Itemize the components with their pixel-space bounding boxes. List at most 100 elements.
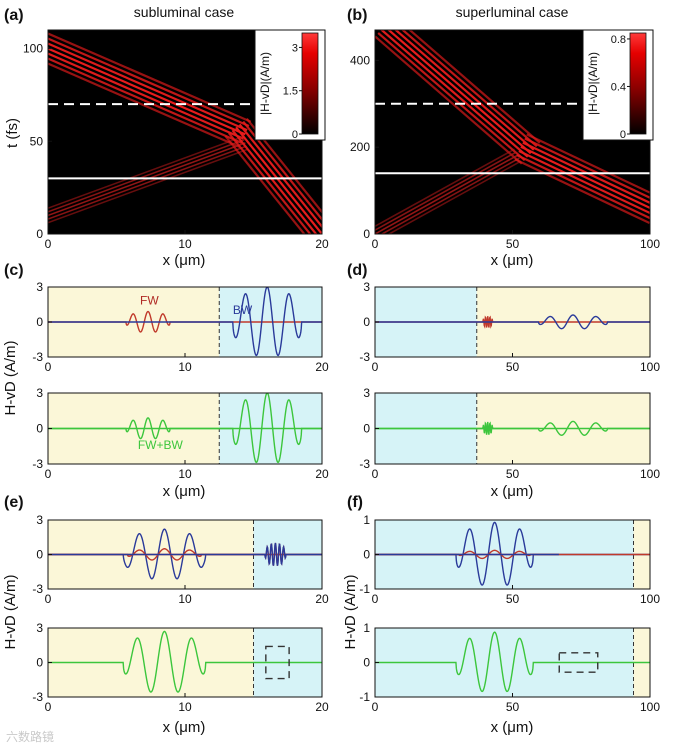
series-group (375, 420, 650, 436)
title-subluminal: subluminal case (134, 4, 235, 20)
y-tick-label-c2: 3 (36, 386, 43, 400)
beam-incident-stripe (377, 32, 526, 162)
y-tick-label-d1: -3 (359, 350, 370, 364)
series-group (375, 521, 650, 586)
ylabel-f: H-vD (A/m) (342, 575, 359, 650)
series-fw-plus-bw (375, 631, 650, 693)
y-tick-label-a: 50 (30, 134, 44, 148)
x-tick-label-a: 10 (178, 237, 192, 251)
panel-b-heatmap: 0 50 100 0 200 400 0 0.4 0.8 |H-vD|(A/m) (350, 29, 660, 251)
beam-fw-stripe (380, 157, 520, 234)
y-tick-label-e2: 0 (36, 656, 43, 670)
ylabel-a: t (fs) (4, 118, 21, 148)
panel-f-bottom: 0 50 100-101 (359, 621, 660, 714)
x-tick-label-e2: 0 (45, 700, 52, 714)
y-tick-label-f1: 0 (363, 548, 370, 562)
annotation-bw: BW (233, 303, 253, 317)
x-tick-label-c2: 10 (178, 467, 192, 481)
series-bw (375, 420, 650, 436)
panel-letter-d: (d) (347, 262, 367, 279)
beam-transmitted-stripe (514, 158, 650, 224)
y-tick-label-f2: -1 (359, 690, 370, 704)
ylabel-cd: H-vD (A/m) (2, 341, 19, 416)
x-tick-label-c2: 20 (315, 467, 329, 481)
beam-transmitted-stripe (520, 145, 650, 210)
beam-incident-bw-stripe (48, 52, 244, 140)
series-group (375, 631, 650, 693)
series-bw (48, 287, 322, 357)
y-tick-label-e1: 0 (36, 548, 43, 562)
title-superluminal: superluminal case (456, 4, 569, 20)
x-tick-label-d1: 0 (372, 360, 379, 374)
beam-transmitted-bw-stripe (231, 129, 318, 234)
x-tick-label-f2: 50 (506, 700, 520, 714)
beam-incident-bw-stripe (48, 47, 246, 136)
panel-letter-b: (b) (347, 7, 367, 24)
beam-incident-stripe (394, 30, 535, 151)
beam-transmitted-stripe (524, 137, 650, 199)
series-fw-plus-bw (48, 630, 322, 693)
y-tick-label-c1: 0 (36, 315, 43, 329)
beam-fw-stripe (48, 148, 249, 224)
x-tick-label-f2: 0 (372, 700, 379, 714)
colorbar-tick-label: 0.8 (611, 34, 626, 46)
series-bw (48, 542, 322, 566)
x-tick-label-d2: 50 (506, 467, 520, 481)
beam-fw-stripe (48, 135, 244, 210)
colorbar-tick-label: 0.4 (611, 81, 626, 93)
dashed-zoom-box (265, 645, 290, 680)
beam-transmitted-stripe (516, 154, 650, 220)
x-tick-label-f1: 50 (506, 592, 520, 606)
xlabel-cd-left: x (μm) (163, 483, 206, 500)
colorbar-label: |H-vD|(A/m) (258, 52, 272, 115)
y-tick-label-f1: -1 (359, 582, 370, 596)
panel-letter-f: (f) (347, 494, 363, 511)
panel-d-bottom: 0 50 100-303 (359, 386, 660, 481)
colorbar-tick-label: 0 (620, 129, 626, 141)
x-tick-label-c1: 0 (45, 360, 52, 374)
y-tick-label-c2: -3 (32, 457, 43, 471)
beam-fw-stripe (375, 151, 517, 232)
beam-transmitted-stripe (522, 141, 650, 205)
y-tick-label-a: 0 (36, 227, 43, 241)
beam-incident-stripe (375, 35, 523, 165)
y-tick-label-d1: 0 (363, 315, 370, 329)
series-group (48, 528, 322, 580)
y-tick-label-c2: 0 (36, 422, 43, 436)
x-tick-label-b: 0 (372, 237, 379, 251)
beam-incident-stripe (408, 30, 541, 144)
x-tick-label-e1: 0 (45, 592, 52, 606)
y-tick-label-a: 100 (23, 42, 43, 56)
xlabel-ef-left: x (μm) (163, 719, 206, 736)
colorbar-label: |H-vD|(A/m) (586, 52, 600, 115)
y-tick-label-d2: 3 (363, 386, 370, 400)
x-tick-label-e1: 20 (315, 592, 329, 606)
y-tick-label-f2: 0 (363, 656, 370, 670)
annotation-fw-plus-bw: FW+BW (138, 438, 184, 452)
y-tick-label-b: 400 (350, 53, 370, 67)
x-tick-label-b: 50 (506, 237, 520, 251)
y-tick-label-c1: 3 (36, 280, 43, 294)
series-bw (48, 393, 322, 464)
x-tick-label-a: 0 (45, 237, 52, 251)
beam-incident-stripe (387, 30, 532, 155)
y-tick-label-d1: 3 (363, 280, 370, 294)
x-tick-label-d2: 100 (640, 467, 660, 481)
beam-fw-stripe (387, 160, 522, 234)
y-tick-label-e1: 3 (36, 513, 43, 527)
beam-incident-bw-stripe (48, 32, 252, 123)
x-tick-label-d2: 0 (372, 467, 379, 481)
ylabel-ef: H-vD (A/m) (2, 575, 19, 650)
y-tick-label-e1: -3 (32, 582, 43, 596)
x-tick-label-f1: 0 (372, 592, 379, 606)
x-tick-label-c1: 20 (315, 360, 329, 374)
x-tick-label-f2: 100 (640, 700, 660, 714)
beam-fw-stripe (375, 154, 519, 234)
beam-fw-stripe (375, 148, 515, 228)
beam-group (48, 32, 322, 234)
y-tick-label-e2: 3 (36, 621, 43, 635)
xlabel-a: x (μm) (163, 252, 206, 269)
beam-group (375, 30, 650, 234)
